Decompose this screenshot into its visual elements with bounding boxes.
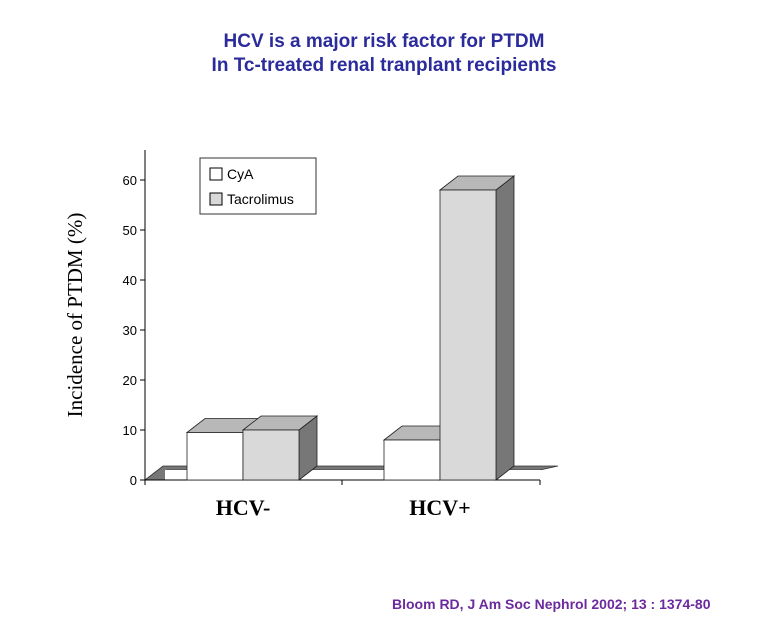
legend-swatch-cya (209, 167, 223, 181)
y-tick-label-40: 40 (123, 273, 137, 288)
chart-title-line-1: HCV is a major risk factor for PTDM (223, 31, 545, 52)
y-tick-label-30: 30 (123, 323, 137, 338)
citation: Bloom RD, J Am Soc Nephrol 2002; 13 : 13… (392, 596, 711, 612)
y-tick-label-10: 10 (123, 423, 137, 438)
x-category-label-HCV+: HCV+ (409, 495, 470, 520)
legend-label-tacrolimus: Tacrolimus (227, 191, 294, 207)
legend-swatch-tacrolimus (209, 192, 223, 206)
y-tick-label-60: 60 (123, 173, 137, 188)
y-axis-label: Incidence of PTDM (%) (63, 213, 87, 418)
bar-tacrolimus-HCV+ (439, 189, 497, 481)
y-tick-label-20: 20 (123, 373, 137, 388)
bar-cya-HCV- (186, 432, 244, 481)
y-tick-label-0: 0 (130, 473, 137, 488)
bar-tacrolimus-HCV- (242, 429, 300, 481)
legend-label-cya: CyA (227, 166, 254, 182)
x-category-label-HCV-: HCV- (216, 495, 271, 520)
chart-floor-face (165, 470, 545, 480)
bar-tacrolimus-HCV+-side (495, 175, 515, 481)
legend: CyA Tacrolimus (199, 157, 317, 215)
chart-title-line-2: In Tc-treated renal tranplant recipients (211, 55, 557, 76)
bar-cya-HCV+ (383, 439, 441, 481)
y-tick-label-50: 50 (123, 223, 137, 238)
